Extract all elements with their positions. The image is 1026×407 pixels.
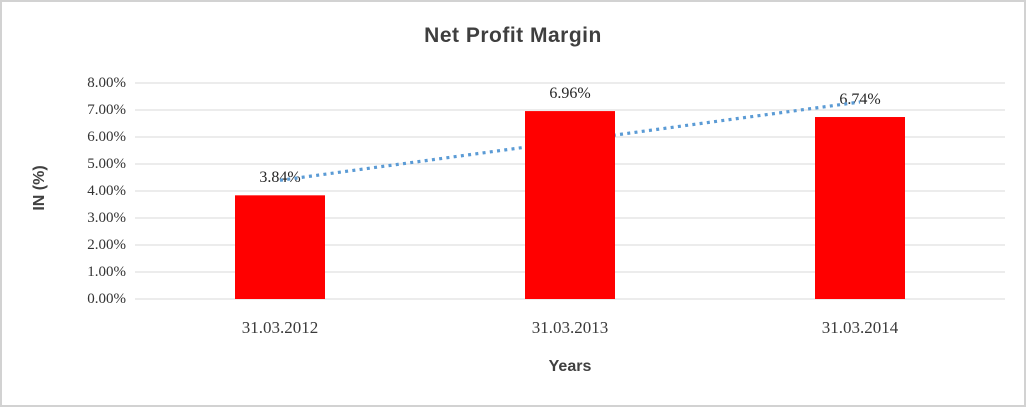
y-tick-label: 2.00%: [87, 237, 126, 253]
x-category-label: 31.03.2012: [241, 318, 319, 337]
y-tick-label: 6.00%: [87, 129, 126, 145]
y-tick-label: 3.00%: [87, 210, 126, 226]
y-tick-label: 8.00%: [87, 75, 126, 91]
x-category-label: 31.03.2014: [821, 318, 899, 337]
chart-title: Net Profit Margin: [424, 24, 602, 47]
y-tick-label: 1.00%: [87, 264, 126, 280]
data-label: 6.96%: [549, 85, 591, 103]
data-label: 6.74%: [839, 91, 881, 109]
data-label: 3.84%: [259, 169, 301, 187]
y-tick-label: 7.00%: [87, 102, 126, 118]
y-tick-label: 4.00%: [87, 183, 126, 199]
y-tick-label: 0.00%: [87, 291, 126, 307]
y-tick-label: 5.00%: [87, 156, 126, 172]
x-axis-title: Years: [548, 358, 592, 375]
x-category-label: 31.03.2013: [531, 318, 609, 337]
